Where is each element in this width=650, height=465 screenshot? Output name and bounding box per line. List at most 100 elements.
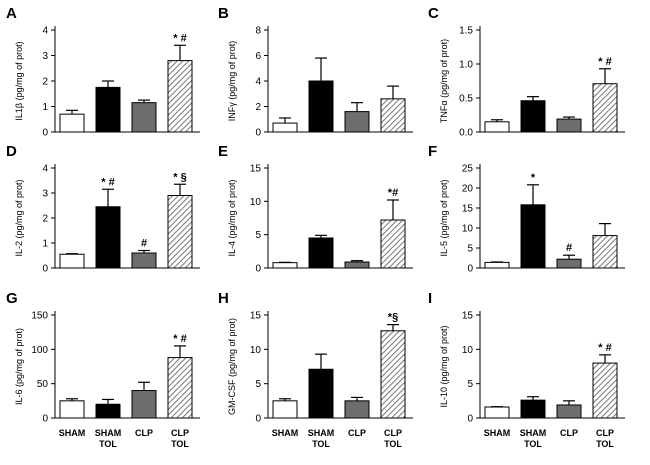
x-tick-label: CLP <box>348 428 366 438</box>
panel-h: H 0 5 10 15 GM-CSF (pg/mg of prot) *§ SHAM SHAM T… <box>218 290 413 449</box>
bar-clp <box>132 391 156 418</box>
y-tick-label: 0 <box>42 128 48 139</box>
bar-sham <box>485 122 509 132</box>
x-tick-label: SHAM <box>272 428 299 438</box>
bar-sham-tol <box>309 369 333 418</box>
bar-sham <box>273 263 297 268</box>
x-tick-label: SHAM TOL <box>520 428 547 449</box>
y-tick-label: 1.0 <box>459 60 473 71</box>
x-tick-label: CLP TOL <box>596 428 614 449</box>
bar-clp <box>557 259 581 268</box>
y-tick-label: 0.5 <box>459 94 473 105</box>
y-axis-label: INFγ (pg/mg of prot) <box>227 41 237 122</box>
panel-label: I <box>428 290 432 307</box>
y-tick-label: 4 <box>42 26 48 37</box>
y-tick-label: 10 <box>250 345 262 356</box>
x-tick-label: SHAM TOL <box>308 428 335 449</box>
bar-sham-tol <box>521 205 545 268</box>
y-tick-label: 8 <box>255 26 261 37</box>
bar-sham <box>273 401 297 418</box>
y-tick-label: 0 <box>42 264 48 275</box>
y-tick-label: 3 <box>42 51 48 62</box>
bar-clp-tol <box>381 220 405 268</box>
panel-label: D <box>6 143 17 160</box>
cytokine-bar-chart-figure: A01234IL1β (pg/mg of prot)* #B02468INFγ … <box>0 0 650 465</box>
y-axis-label: IL-4 (pg/mg of prot) <box>227 179 237 256</box>
bar-clp-tol <box>381 331 405 418</box>
panel-i: I 0 5 10 15 IL-10 (pg/mg of prot) * # SHAM SHAM T… <box>428 290 625 449</box>
bar-sham-tol <box>96 404 120 418</box>
y-tick-label: 10 <box>462 224 474 235</box>
y-tick-label: 15 <box>250 164 262 175</box>
significance-marker: # <box>566 242 572 254</box>
y-tick-label: 150 <box>31 311 48 322</box>
significance-marker: * # <box>598 342 611 354</box>
y-axis-label: IL-10 (pg/mg of prot) <box>439 325 449 407</box>
y-axis-label: IL-2 (pg/mg of prot) <box>14 179 24 256</box>
x-tick-label: SHAM TOL <box>95 428 122 449</box>
panel-label: B <box>218 5 229 22</box>
x-tick-label: CLP TOL <box>171 428 189 449</box>
y-tick-label: 5 <box>255 379 261 390</box>
y-tick-label: 0 <box>467 264 473 275</box>
panel-a: A 0 1 2 3 4 IL1β (pg/mg of prot) * # <box>6 5 200 139</box>
significance-marker: * <box>531 172 536 184</box>
y-tick-label: 2 <box>42 214 48 225</box>
y-axis-label: GM-CSF (pg/mg of prot) <box>227 318 237 415</box>
significance-marker: * # <box>173 32 186 44</box>
y-tick-label: 15 <box>462 204 474 215</box>
y-tick-label: 1 <box>42 102 48 113</box>
x-tick-label: CLP <box>560 428 578 438</box>
bar-clp-tol <box>381 99 405 132</box>
y-tick-label: 5 <box>255 230 261 241</box>
panel-g: G 0 50 100 150 IL-6 (pg/mg of prot) * # SHAM SHA… <box>6 290 200 449</box>
panel-c: C 0.0 0.5 1.0 1.5 TNFα (pg/mg of prot) * # <box>428 5 625 139</box>
bar-sham <box>485 407 509 418</box>
panel-label: H <box>218 290 229 307</box>
y-tick-label: 5 <box>467 244 473 255</box>
y-tick-label: 20 <box>462 184 474 195</box>
panel-e: E 0 5 10 15 IL-4 (pg/mg of prot) *# <box>218 143 413 275</box>
bar-clp-tol <box>593 363 617 418</box>
bar-sham-tol <box>96 87 120 132</box>
bar-clp <box>557 405 581 418</box>
y-tick-label: 5 <box>467 379 473 390</box>
bar-clp <box>557 119 581 132</box>
bar-sham-tol <box>521 400 545 418</box>
y-axis-label: TNFα (pg/mg of prot) <box>439 39 449 123</box>
y-tick-label: 2 <box>42 77 48 88</box>
bar-clp-tol <box>593 84 617 132</box>
y-tick-label: 50 <box>37 379 49 390</box>
y-tick-label: 15 <box>462 311 474 322</box>
panel-f: F 0 5 10 15 20 25 IL-5 (pg/mg of prot) * # <box>428 143 625 275</box>
bar-sham <box>60 401 84 418</box>
bar-sham <box>273 123 297 132</box>
bar-sham <box>60 254 84 268</box>
y-tick-label: 0 <box>255 264 261 275</box>
y-axis-label: IL-5 (pg/mg of prot) <box>439 179 449 256</box>
significance-marker: * # <box>173 333 186 345</box>
bar-clp <box>345 401 369 418</box>
panel-label: F <box>428 143 437 160</box>
panel-label: C <box>428 5 439 22</box>
significance-marker: # <box>141 238 147 250</box>
x-tick-label: CLP <box>135 428 153 438</box>
panel-b: B 0 2 4 6 8 INFγ (pg/mg of prot) <box>218 5 413 139</box>
y-tick-label: 0 <box>42 414 48 425</box>
bar-clp <box>345 112 369 132</box>
bar-sham-tol <box>521 101 545 132</box>
y-axis-label: IL1β (pg/mg of prot) <box>14 41 24 120</box>
x-tick-label: SHAM <box>484 428 511 438</box>
bar-sham-tol <box>309 238 333 268</box>
y-tick-label: 0 <box>255 128 261 139</box>
y-tick-label: 100 <box>31 345 48 356</box>
bar-clp-tol <box>168 358 192 418</box>
y-tick-label: 0.0 <box>459 128 473 139</box>
bar-clp-tol <box>593 236 617 268</box>
y-tick-label: 10 <box>250 197 262 208</box>
bar-clp <box>132 103 156 132</box>
y-axis-label: IL-6 (pg/mg of prot) <box>14 328 24 405</box>
y-tick-label: 25 <box>462 164 474 175</box>
x-tick-label: CLP TOL <box>384 428 402 449</box>
bar-sham-tol <box>96 207 120 268</box>
